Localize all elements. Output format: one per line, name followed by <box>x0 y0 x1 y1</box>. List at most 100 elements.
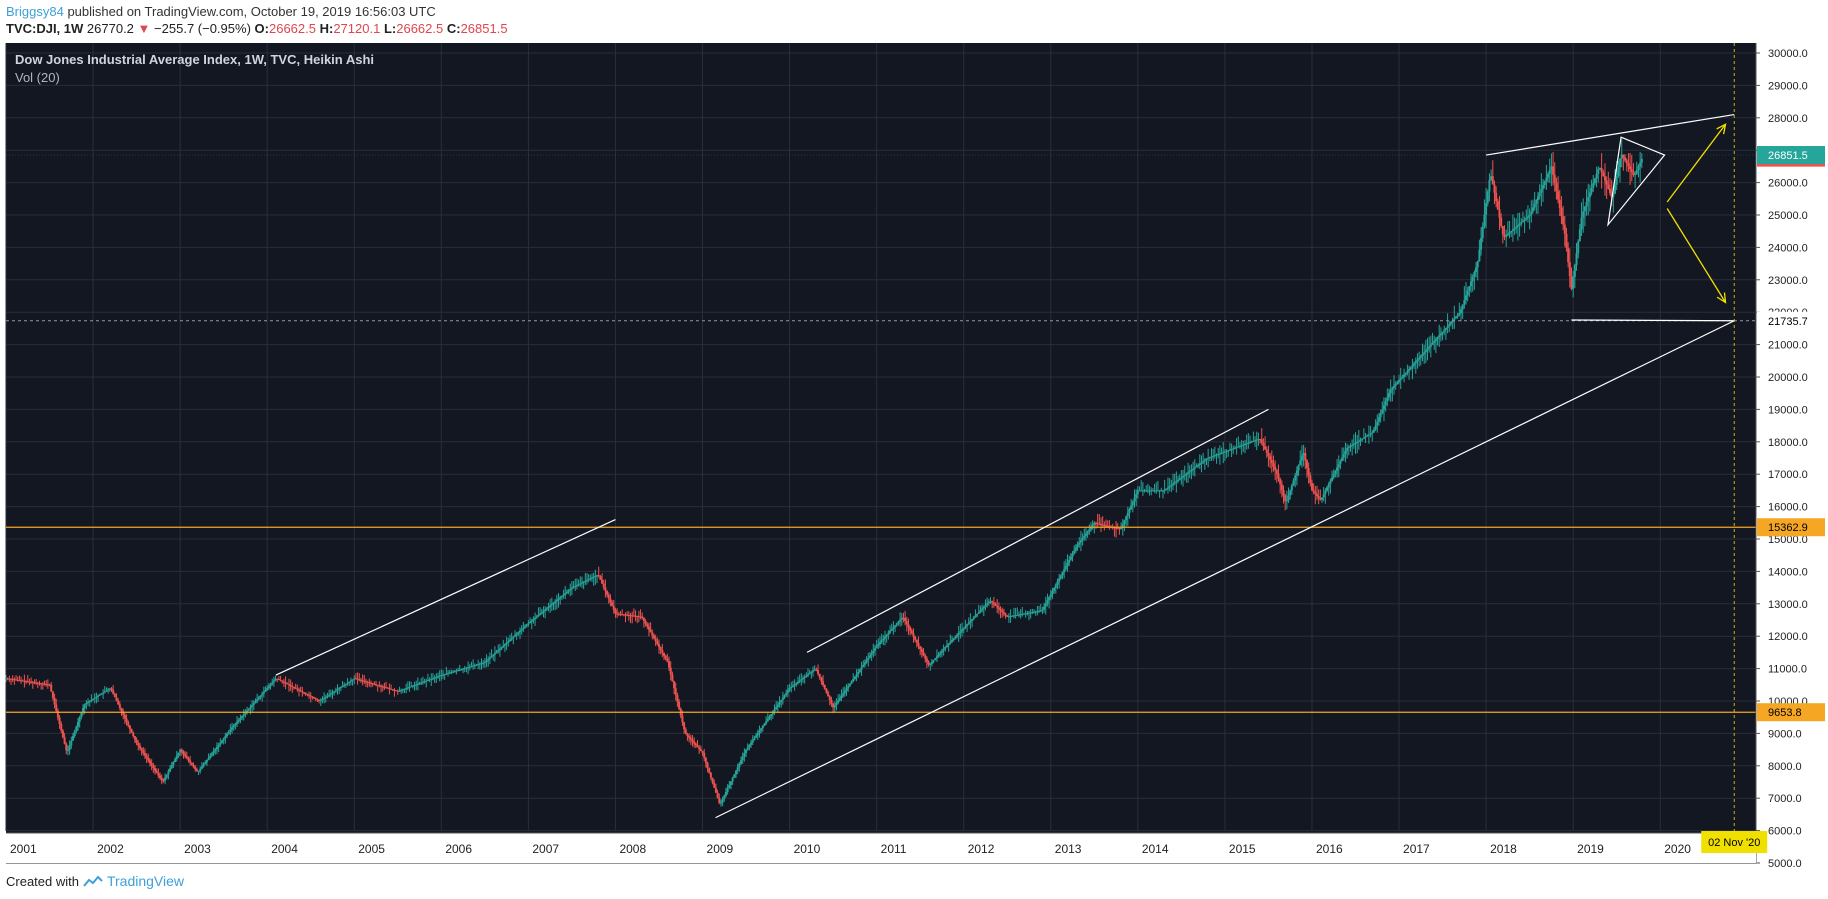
candle-body <box>1007 616 1010 618</box>
candle-body <box>823 685 826 689</box>
time-tick-label: 2001 <box>10 842 37 856</box>
candle-body <box>636 616 639 618</box>
candle-body <box>949 641 952 644</box>
candle-body <box>316 699 319 701</box>
candle-body <box>1054 584 1057 588</box>
candle-body <box>331 692 334 694</box>
candle-body <box>994 604 997 606</box>
candle-body <box>594 575 597 577</box>
candle-body <box>333 691 336 693</box>
candle-body <box>1220 452 1223 454</box>
candle-body <box>35 682 38 684</box>
candle-body <box>408 686 411 688</box>
close-price-label-badge <box>1757 146 1825 165</box>
candle-body <box>294 687 297 689</box>
candle-body <box>706 762 709 768</box>
candle-body <box>80 712 83 718</box>
candle-body <box>783 695 786 698</box>
candle-body <box>125 718 128 722</box>
candle-body <box>1121 524 1124 528</box>
candle-body <box>254 701 257 703</box>
candle-body <box>154 768 157 771</box>
candle-body <box>1598 168 1601 170</box>
time-axis[interactable]: 2001 2002 2003 2004 2005 2006 2007 2008 2009 2010… <box>6 831 1768 863</box>
candle-body <box>997 607 1000 609</box>
candle-body <box>1161 490 1164 492</box>
candle-body <box>1478 249 1481 262</box>
candle-body <box>1108 526 1111 528</box>
candle-body <box>1476 261 1479 268</box>
candle-body <box>1078 542 1081 545</box>
candle-body <box>492 654 495 657</box>
candle-body <box>1009 616 1012 618</box>
candle-body <box>1036 611 1039 613</box>
candle-body <box>1403 374 1406 377</box>
candle-body <box>1103 524 1106 526</box>
candle-body <box>1155 490 1158 492</box>
candle-body <box>848 683 851 687</box>
candle-body <box>644 620 647 624</box>
author-link[interactable]: Briggsy84 <box>6 4 64 19</box>
candle-body <box>1180 477 1183 479</box>
candle-body <box>329 693 332 695</box>
trendlines-layer[interactable] <box>275 43 1735 831</box>
candle-body <box>716 792 719 798</box>
candle-body <box>343 684 346 686</box>
time-tick-label: 2010 <box>794 842 821 856</box>
candle-body <box>1182 476 1185 478</box>
candle-body <box>1022 613 1025 615</box>
tradingview-link[interactable]: TradingView <box>106 873 185 889</box>
candle-body <box>1357 440 1360 442</box>
candle-body <box>540 612 543 614</box>
candle-body <box>304 692 307 694</box>
candle-body <box>1170 484 1173 487</box>
candle-body <box>157 773 160 776</box>
price-axis[interactable]: 5000.06000.07000.08000.09000.010000.0110… <box>1755 43 1828 870</box>
candle-body <box>291 685 294 687</box>
candle-body <box>766 718 769 722</box>
candle-body <box>25 681 28 683</box>
candle-body <box>753 737 756 741</box>
candle-body <box>585 580 588 582</box>
candle-body <box>954 636 957 639</box>
candle-body <box>311 696 314 698</box>
candle-body <box>420 682 423 684</box>
candle-body <box>1597 169 1600 174</box>
candle-body <box>760 728 763 731</box>
candle-body <box>1329 480 1332 485</box>
candle-body <box>1513 228 1516 230</box>
candle-body <box>403 688 406 690</box>
candle-body <box>71 736 74 741</box>
candle-body <box>1294 475 1297 481</box>
candle-body <box>1545 177 1548 182</box>
candle-body <box>1530 211 1533 215</box>
candle-body <box>966 624 969 627</box>
candle-body <box>401 689 404 691</box>
candle-body <box>1073 550 1076 554</box>
candle-body <box>1481 226 1484 239</box>
candle-body <box>597 575 600 577</box>
arrows-layer[interactable] <box>1666 123 1727 304</box>
candle-body <box>1198 463 1201 465</box>
candle-body <box>1349 445 1352 448</box>
candle-body <box>929 663 932 665</box>
price-tick-label: 28000.0 <box>1768 113 1808 125</box>
candle-body <box>1195 466 1198 468</box>
candle-body <box>138 745 141 749</box>
candle-body <box>26 681 29 683</box>
candle-body <box>1172 483 1175 485</box>
candle-body <box>1235 447 1238 449</box>
candle-body <box>688 736 691 738</box>
candle-body <box>1006 615 1009 617</box>
candle-body <box>1406 370 1409 373</box>
candle-body <box>577 584 580 586</box>
candle-body <box>458 669 461 671</box>
candle-body <box>95 696 98 698</box>
candle-body <box>1163 489 1166 491</box>
candle-body <box>999 608 1002 611</box>
candle-body <box>1515 226 1518 229</box>
candle-body <box>1401 376 1404 379</box>
candle-body <box>1120 527 1123 530</box>
candle-body <box>668 661 671 668</box>
